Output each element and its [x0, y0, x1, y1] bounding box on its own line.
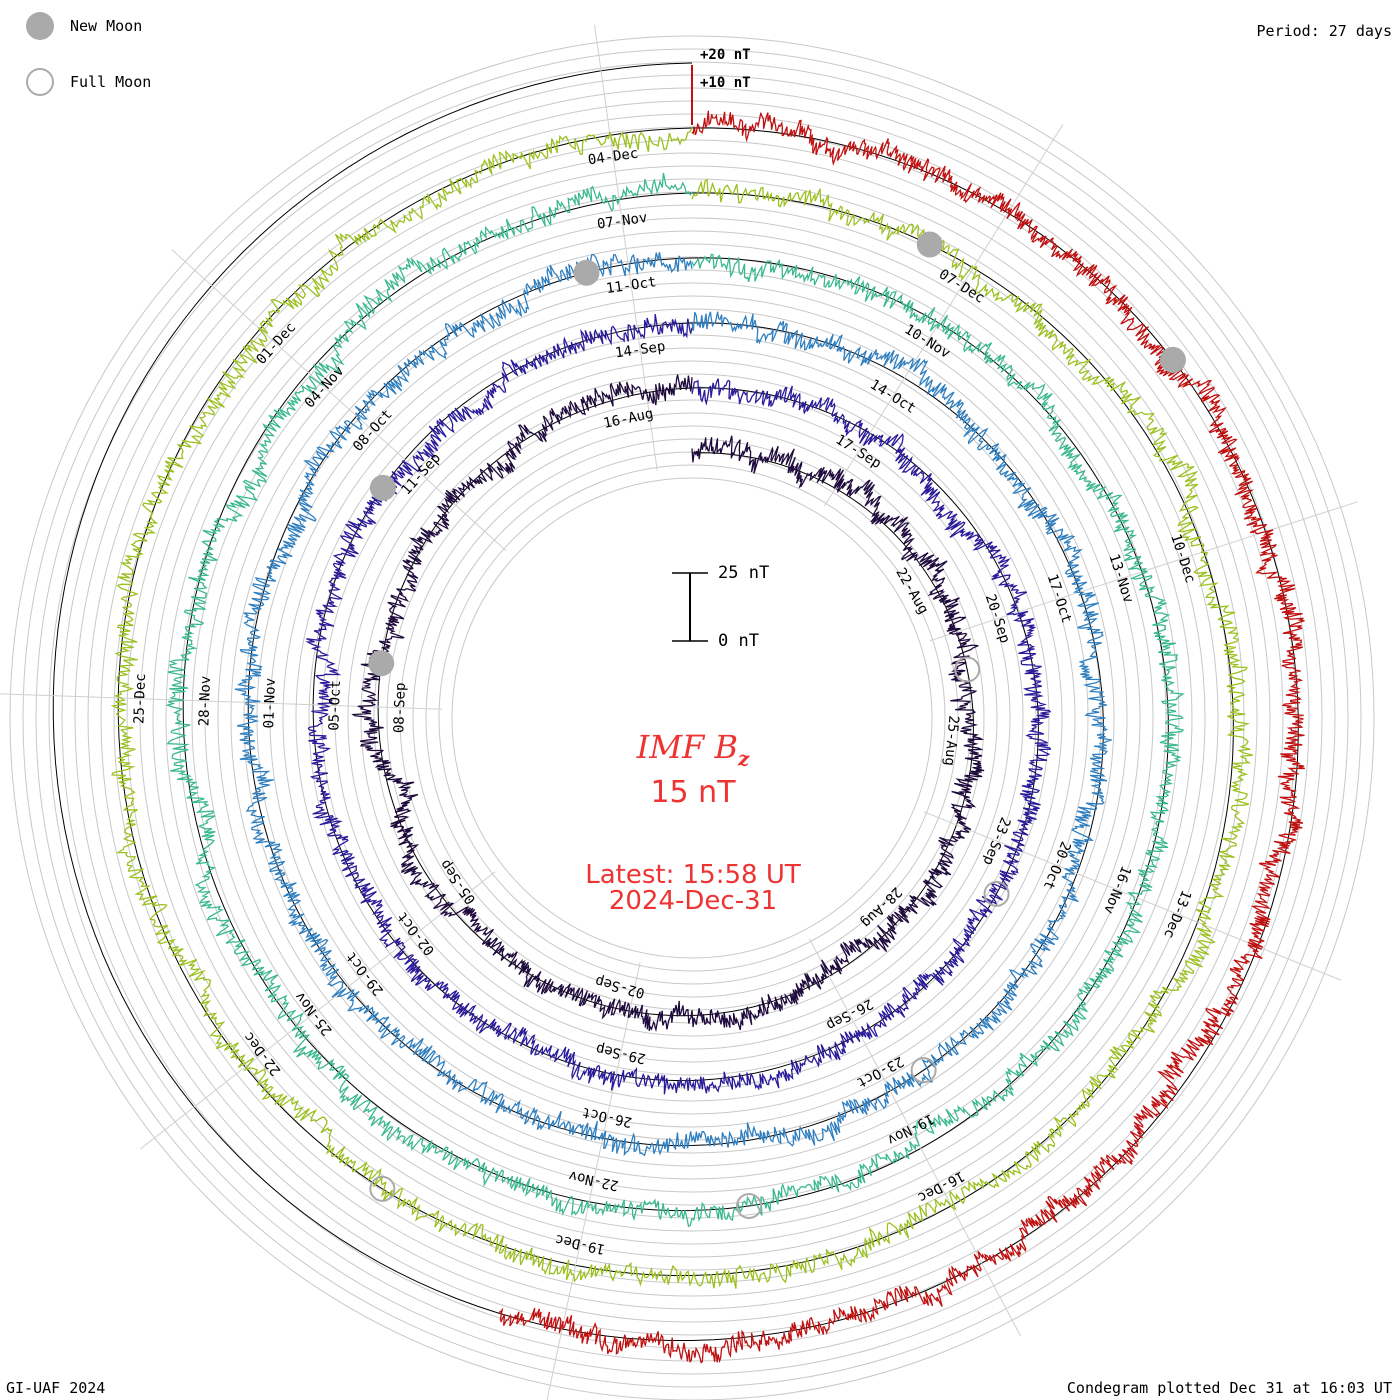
grid-ring — [191, 217, 1193, 1219]
grid-ring — [451, 477, 933, 959]
grid-ring — [152, 178, 1232, 1258]
full-moon-marker — [954, 656, 981, 683]
outer-scale-lower-label: +10 nT — [700, 75, 751, 91]
new-moon-marker — [369, 474, 396, 501]
grid-ring — [308, 334, 1076, 1102]
date-tick-label: 19-Dec — [554, 1231, 607, 1257]
grid-rings — [9, 35, 1375, 1400]
date-tick-label: 16-Dec — [915, 1168, 967, 1206]
date-tick-label: 29-Oct — [343, 949, 387, 999]
latest-date: 2024-Dec-31 — [608, 886, 778, 916]
date-tick-label: 26-Oct — [581, 1104, 634, 1130]
date-tick-label: 07-Nov — [596, 210, 648, 233]
grid-ring — [61, 87, 1323, 1349]
new-moon-icon — [26, 12, 54, 40]
current-value: 15 nT — [650, 775, 736, 810]
legend-full-moon: Full Moon — [26, 68, 151, 96]
date-tick-label: 22-Nov — [567, 1167, 620, 1193]
inner-scale-bar — [672, 572, 708, 642]
outer-scale-upper-label: +20 nT — [700, 47, 751, 63]
grid-ring — [22, 48, 1362, 1388]
grid-ring — [321, 347, 1063, 1089]
footer-credit: GI-UAF 2024 — [6, 1379, 106, 1397]
date-tick-label: 25-Dec — [131, 673, 149, 724]
trace-rotation-5 — [110, 127, 1253, 1289]
new-moon-marker — [573, 259, 600, 286]
grid-ring — [126, 152, 1258, 1284]
date-tick-label: 11-Oct — [605, 274, 657, 297]
full-moon-marker — [910, 1057, 937, 1084]
scale-top-label: 25 nT — [718, 563, 770, 583]
grid-ring — [360, 386, 1024, 1050]
legend-new-moon-label: New Moon — [70, 17, 143, 35]
full-moon-marker — [983, 880, 1010, 907]
trace-rotation-2 — [305, 313, 1052, 1095]
grid-ring — [139, 165, 1245, 1271]
footer-plot-time: Condegram plotted Dec 31 at 16:03 UT — [1066, 1379, 1392, 1397]
grid-spoke — [824, 124, 1064, 507]
grid-ring — [347, 373, 1037, 1063]
date-tick-label: 08-Sep — [391, 682, 409, 733]
grid-ring — [412, 438, 972, 998]
grid-spoke — [808, 938, 1022, 1337]
grid-ring — [100, 126, 1284, 1310]
legend-full-moon-label: Full Moon — [70, 73, 152, 91]
date-tick-label: 01-Nov — [261, 678, 279, 729]
date-tick-label: 02-Sep — [594, 972, 647, 1001]
grid-spoke — [140, 871, 496, 1150]
scale-bottom-label: 0 nT — [718, 631, 759, 651]
date-tick-label: 29-Sep — [594, 1040, 647, 1066]
date-tick-label: 05-Oct — [326, 680, 344, 731]
new-moon-marker — [1159, 346, 1186, 373]
date-tick-label: 13-Dec — [1160, 888, 1194, 941]
parameter-subscript: z — [737, 746, 750, 771]
grid-ring — [230, 256, 1154, 1180]
grid-ring — [438, 464, 946, 972]
date-tick-label: 16-Aug — [602, 406, 655, 432]
date-tick-label: 04-Dec — [587, 146, 639, 169]
grid-ring — [386, 412, 998, 1024]
trace-rotation-4 — [165, 172, 1185, 1228]
date-tick-label: 25-Aug — [941, 715, 961, 767]
moon-markers — [368, 231, 1186, 1219]
full-moon-icon — [26, 68, 54, 96]
full-moon-marker — [369, 1175, 396, 1202]
grid-spoke — [0, 693, 443, 710]
full-moon-marker — [736, 1192, 763, 1219]
data-traces — [110, 110, 1305, 1364]
legend-new-moon: New Moon — [26, 12, 142, 40]
date-tick-label: 16-Nov — [1100, 863, 1134, 916]
grid-ring — [113, 139, 1271, 1297]
date-tick-label: 23-Sep — [979, 815, 1013, 868]
grid-ring — [373, 399, 1011, 1037]
new-moon-marker — [368, 650, 395, 677]
grid-ring — [295, 321, 1089, 1115]
date-tick-label: 28-Nov — [196, 675, 214, 726]
grid-ring — [204, 230, 1180, 1206]
grid-ring — [399, 425, 985, 1011]
trace-rotation-6 — [498, 110, 1305, 1364]
new-moon-marker — [916, 231, 943, 258]
trace-rotation-1 — [351, 374, 985, 1033]
parameter-name: IMF B — [636, 728, 738, 766]
date-tick-label: 01-Dec — [253, 320, 299, 368]
grid-ring — [9, 35, 1375, 1400]
grid-ring — [165, 191, 1219, 1245]
grid-ring — [178, 204, 1206, 1232]
latest-time: Latest: 15:58 UT — [585, 860, 801, 890]
grid-spokes — [0, 24, 1358, 1400]
grid-ring — [217, 243, 1167, 1193]
grid-ring — [35, 61, 1349, 1375]
parameter-title: IMF Bz — [450, 728, 936, 770]
grid-ring — [334, 360, 1050, 1076]
date-tick-label: 14-Sep — [614, 339, 666, 362]
grid-ring — [243, 269, 1141, 1167]
trace-rotation-3 — [234, 252, 1112, 1157]
grid-ring — [256, 282, 1128, 1154]
period-label: Period: 27 days — [1256, 22, 1392, 40]
grid-spoke — [546, 962, 641, 1400]
